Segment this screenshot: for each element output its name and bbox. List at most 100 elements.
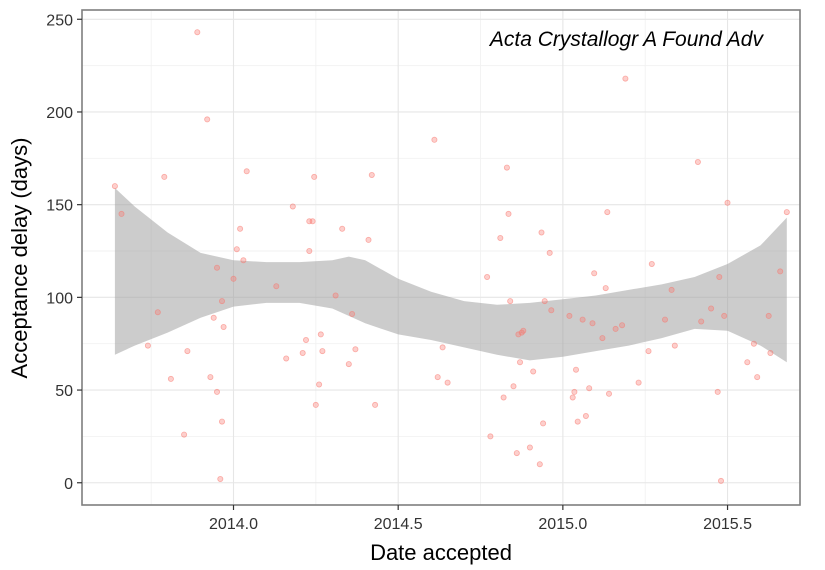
data-point: [536, 461, 543, 468]
data-point: [783, 209, 790, 216]
data-point: [444, 379, 451, 386]
data-point: [194, 29, 201, 36]
data-point: [573, 366, 580, 373]
data-point: [648, 260, 655, 267]
data-point: [273, 283, 280, 290]
data-point: [517, 359, 524, 366]
data-point: [161, 173, 168, 180]
data-point: [721, 312, 728, 319]
data-point: [339, 225, 346, 232]
y-tick-label: 250: [46, 12, 73, 29]
data-point: [368, 171, 375, 178]
data-point: [309, 218, 316, 225]
data-point: [218, 298, 225, 305]
data-point: [434, 374, 441, 381]
data-point: [716, 273, 723, 280]
data-point: [505, 210, 512, 217]
data-point: [184, 348, 191, 355]
data-point: [240, 257, 247, 264]
data-point: [724, 199, 731, 206]
data-point: [299, 349, 306, 356]
data-point: [233, 246, 240, 253]
data-point: [332, 292, 339, 299]
data-point: [204, 116, 211, 123]
data-point: [671, 342, 678, 349]
data-point: [217, 475, 224, 482]
data-point: [708, 305, 715, 312]
data-point: [289, 203, 296, 210]
data-point: [210, 314, 217, 321]
data-point: [604, 209, 611, 216]
y-tick-label: 50: [55, 383, 73, 400]
data-point: [520, 327, 527, 334]
data-point: [622, 75, 629, 82]
data-point: [220, 323, 227, 330]
data-point: [319, 348, 326, 355]
data-point: [668, 286, 675, 293]
x-tick-label: 2014.5: [374, 516, 423, 533]
data-point: [213, 388, 220, 395]
data-point: [500, 394, 507, 401]
chart-annotation: Acta Crystallogr A Found Adv: [488, 28, 765, 51]
data-point: [484, 273, 491, 280]
data-point: [352, 346, 359, 353]
data-point: [431, 136, 438, 143]
data-point: [207, 374, 214, 381]
y-tick-label: 100: [46, 290, 73, 307]
data-point: [548, 307, 555, 314]
data-point: [574, 418, 581, 425]
data-point: [526, 444, 533, 451]
data-point: [645, 348, 652, 355]
x-axis-title: Date accepted: [370, 540, 512, 565]
data-point: [765, 312, 772, 319]
data-point: [487, 433, 494, 440]
grid-minor: [82, 10, 800, 505]
data-point: [546, 249, 553, 256]
data-point: [513, 450, 520, 457]
data-point: [317, 331, 324, 338]
data-point: [718, 477, 725, 484]
data-point: [316, 381, 323, 388]
data-point: [167, 375, 174, 382]
data-point: [602, 285, 609, 292]
data-point: [345, 361, 352, 368]
data-point: [538, 229, 545, 236]
data-point: [530, 368, 537, 375]
data-point: [569, 394, 576, 401]
y-tick-label: 150: [46, 198, 73, 215]
data-points: [111, 29, 790, 484]
data-point: [283, 355, 290, 362]
data-point: [694, 158, 701, 165]
data-point: [714, 388, 721, 395]
y-axis-title: Acceptance delay (days): [7, 138, 32, 379]
y-tick-label: 0: [64, 476, 73, 493]
data-point: [213, 264, 220, 271]
data-point: [635, 379, 642, 386]
data-point: [619, 322, 626, 329]
data-point: [365, 236, 372, 243]
data-point: [767, 349, 774, 356]
x-axis-ticks: 2014.0 2014.5 2015.0 2015.5: [209, 505, 752, 533]
data-point: [311, 173, 318, 180]
data-point: [118, 210, 125, 217]
data-point: [744, 359, 751, 366]
x-tick-label: 2015.0: [538, 516, 587, 533]
data-point: [599, 335, 606, 342]
data-point: [439, 344, 446, 351]
data-point: [541, 298, 548, 305]
x-tick-label: 2014.0: [209, 516, 258, 533]
data-point: [306, 247, 313, 254]
data-point: [591, 270, 598, 277]
data-point: [111, 183, 118, 190]
data-point: [515, 331, 522, 338]
data-point: [606, 390, 613, 397]
data-point: [586, 385, 593, 392]
x-tick-label: 2015.5: [703, 516, 752, 533]
data-point: [237, 225, 244, 232]
data-point: [144, 342, 151, 349]
data-point: [302, 336, 309, 343]
data-point: [662, 316, 669, 323]
data-point: [372, 401, 379, 408]
data-point: [507, 298, 514, 305]
data-point: [612, 325, 619, 332]
